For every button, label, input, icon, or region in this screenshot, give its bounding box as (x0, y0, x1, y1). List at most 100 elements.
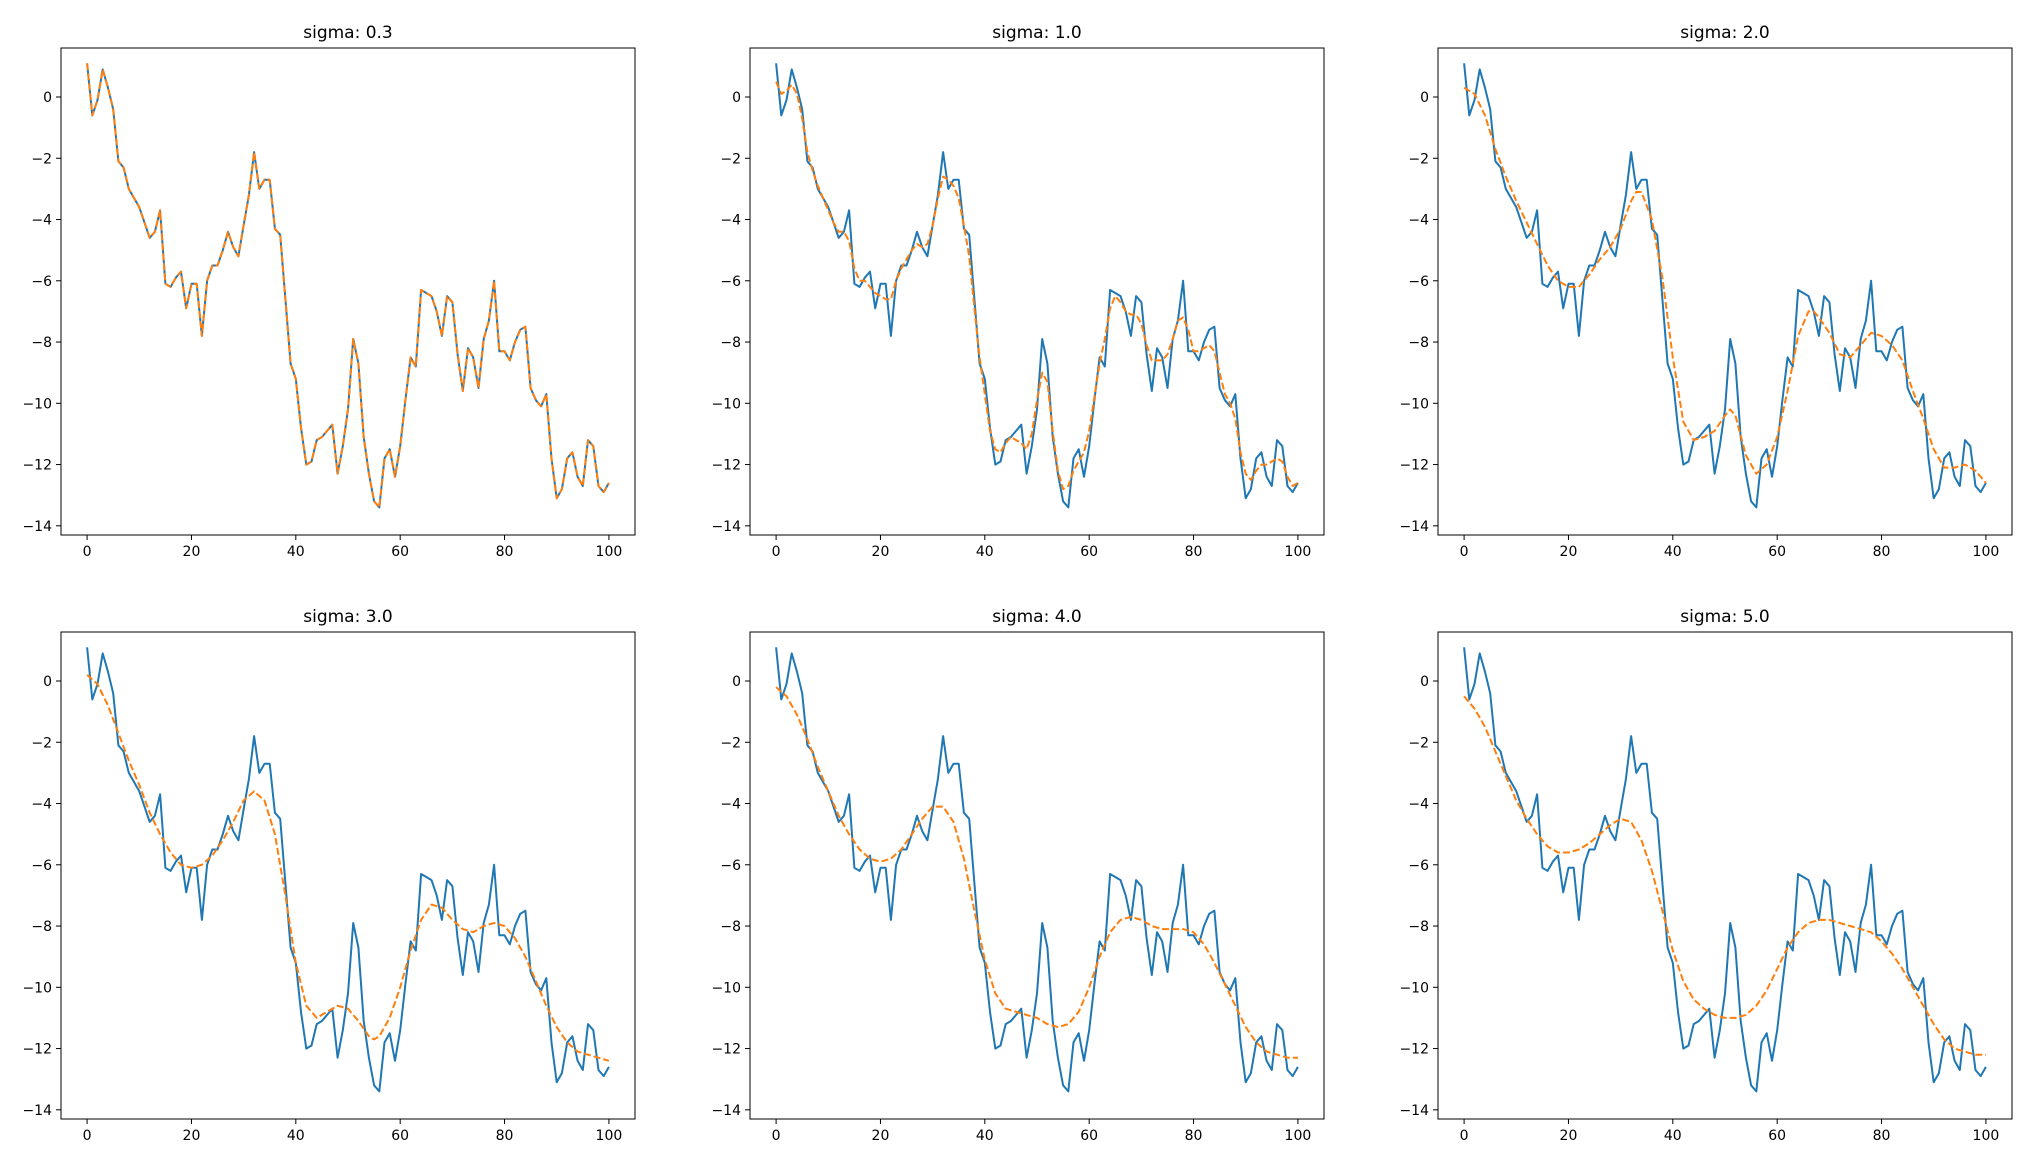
x-tick-label: 40 (287, 1128, 305, 1144)
y-tick-label: −12 (1399, 458, 1429, 474)
y-tick-label: −8 (720, 335, 741, 351)
series-smoothed-line (86, 674, 610, 1062)
x-tick-label: 40 (976, 544, 994, 560)
x-tick-label: 20 (183, 544, 201, 560)
x-tick-label: 0 (772, 1128, 781, 1144)
subplot-2: sigma: 1.0 0 20 40 60 80 100 0 −2 −4 −6 −8 −10 −12 −14 (711, 23, 1325, 560)
x-tick-label: 100 (1973, 544, 2000, 560)
y-tick-label: −14 (22, 1103, 52, 1119)
x-tick-label: 20 (183, 1128, 201, 1144)
y-tick-label: −12 (1399, 1042, 1429, 1058)
y-tick-label: −14 (1399, 1103, 1429, 1119)
y-tick-label: −10 (711, 396, 741, 412)
x-tick-label: 80 (1873, 544, 1891, 560)
x-tick-label: 80 (1873, 1128, 1891, 1144)
y-tick-label: −12 (711, 1042, 741, 1058)
y-tick-label: −12 (711, 458, 741, 474)
x-tick-label: 60 (391, 1128, 409, 1144)
y-tick-label: −2 (1408, 735, 1429, 751)
y-tick-label: −10 (22, 396, 52, 412)
y-tick-label: −8 (720, 919, 741, 935)
x-tick-label: 100 (596, 544, 623, 560)
subplot-1: sigma: 0.3 0 20 40 60 80 100 0 −2 −4 −6 −8 −10 −12 −14 (22, 23, 636, 560)
y-tick-label: −14 (711, 519, 741, 535)
subplot-title: sigma: 0.3 (303, 23, 393, 43)
series-original-line (1463, 647, 1987, 1093)
y-tick-label: −6 (1408, 858, 1429, 874)
subplot-title: sigma: 2.0 (1680, 23, 1770, 43)
y-tick-label: −2 (720, 151, 741, 167)
y-tick-label: −10 (711, 980, 741, 996)
x-tick-label: 20 (1560, 544, 1578, 560)
series-smoothed-line (1463, 695, 1986, 1056)
x-tick-label: 80 (496, 544, 514, 560)
y-tick-label: −2 (720, 735, 741, 751)
y-tick-label: −6 (720, 858, 741, 874)
x-tick-label: 40 (1664, 544, 1682, 560)
y-tick-label: 0 (43, 90, 52, 106)
x-tick-label: 20 (872, 1128, 890, 1144)
x-tick-label: 20 (1560, 1128, 1578, 1144)
y-tick-label: −8 (31, 919, 52, 935)
x-tick-label: 20 (872, 544, 890, 560)
subplot-title: sigma: 5.0 (1680, 607, 1770, 627)
series-original-line (86, 63, 610, 509)
series-smoothed-line (775, 686, 1298, 1059)
y-tick-label: −12 (22, 1042, 52, 1058)
axes-frame (60, 47, 636, 536)
x-tick-label: 40 (976, 1128, 994, 1144)
x-tick-label: 0 (1460, 1128, 1469, 1144)
y-tick-label: −6 (31, 858, 52, 874)
axes-frame (1437, 631, 2013, 1120)
series-original-line (775, 647, 1299, 1093)
y-tick-label: −12 (22, 458, 52, 474)
series-smoothed-line (1463, 86, 1987, 484)
y-tick-label: 0 (43, 674, 52, 690)
x-tick-label: 60 (1080, 544, 1098, 560)
subplot-4: sigma: 3.0 0 20 40 60 80 100 0 −2 −4 −6 −8 −10 −12 −14 (22, 607, 636, 1144)
y-tick-label: 0 (732, 90, 741, 106)
y-tick-label: −8 (31, 335, 52, 351)
y-tick-label: −8 (1408, 919, 1429, 935)
axes-frame (60, 631, 636, 1120)
x-tick-label: 100 (1285, 544, 1312, 560)
x-tick-label: 0 (1460, 544, 1469, 560)
y-tick-label: 0 (1420, 90, 1429, 106)
series-original-line (86, 647, 610, 1093)
x-tick-label: 60 (1768, 1128, 1786, 1144)
x-tick-label: 0 (83, 1128, 92, 1144)
x-tick-label: 80 (1185, 544, 1203, 560)
series-original-line (1463, 63, 1987, 509)
subplot-6: sigma: 5.0 0 20 40 60 80 100 0 −2 −4 −6 −8 −10 −12 −14 (1399, 607, 2013, 1144)
y-tick-label: −4 (31, 797, 52, 813)
y-tick-label: −14 (711, 1103, 741, 1119)
y-tick-label: −10 (1399, 980, 1429, 996)
y-tick-label: 0 (732, 674, 741, 690)
x-tick-label: 60 (1768, 544, 1786, 560)
axes-frame (749, 631, 1325, 1120)
x-tick-label: 60 (391, 544, 409, 560)
series-smoothed-line (775, 81, 1299, 491)
x-tick-label: 100 (596, 1128, 623, 1144)
subplot-title: sigma: 1.0 (992, 23, 1082, 43)
y-tick-label: −4 (31, 213, 52, 229)
subplot-title: sigma: 3.0 (303, 607, 393, 627)
y-tick-label: −2 (31, 735, 52, 751)
y-tick-label: −2 (31, 151, 52, 167)
x-tick-label: 0 (83, 544, 92, 560)
y-tick-label: −4 (720, 797, 741, 813)
y-tick-label: −10 (22, 980, 52, 996)
subplot-3: sigma: 2.0 0 20 40 60 80 100 0 −2 −4 −6 −8 −10 −12 −14 (1399, 23, 2013, 560)
y-tick-label: −6 (720, 274, 741, 290)
x-tick-label: 80 (496, 1128, 514, 1144)
y-tick-label: −2 (1408, 151, 1429, 167)
x-tick-label: 80 (1185, 1128, 1203, 1144)
y-tick-label: −6 (31, 274, 52, 290)
axes-frame (749, 47, 1325, 536)
y-tick-label: −10 (1399, 396, 1429, 412)
y-tick-label: −14 (22, 519, 52, 535)
series-smoothed-line (86, 63, 610, 509)
x-tick-label: 100 (1973, 1128, 2000, 1144)
y-tick-label: 0 (1420, 674, 1429, 690)
